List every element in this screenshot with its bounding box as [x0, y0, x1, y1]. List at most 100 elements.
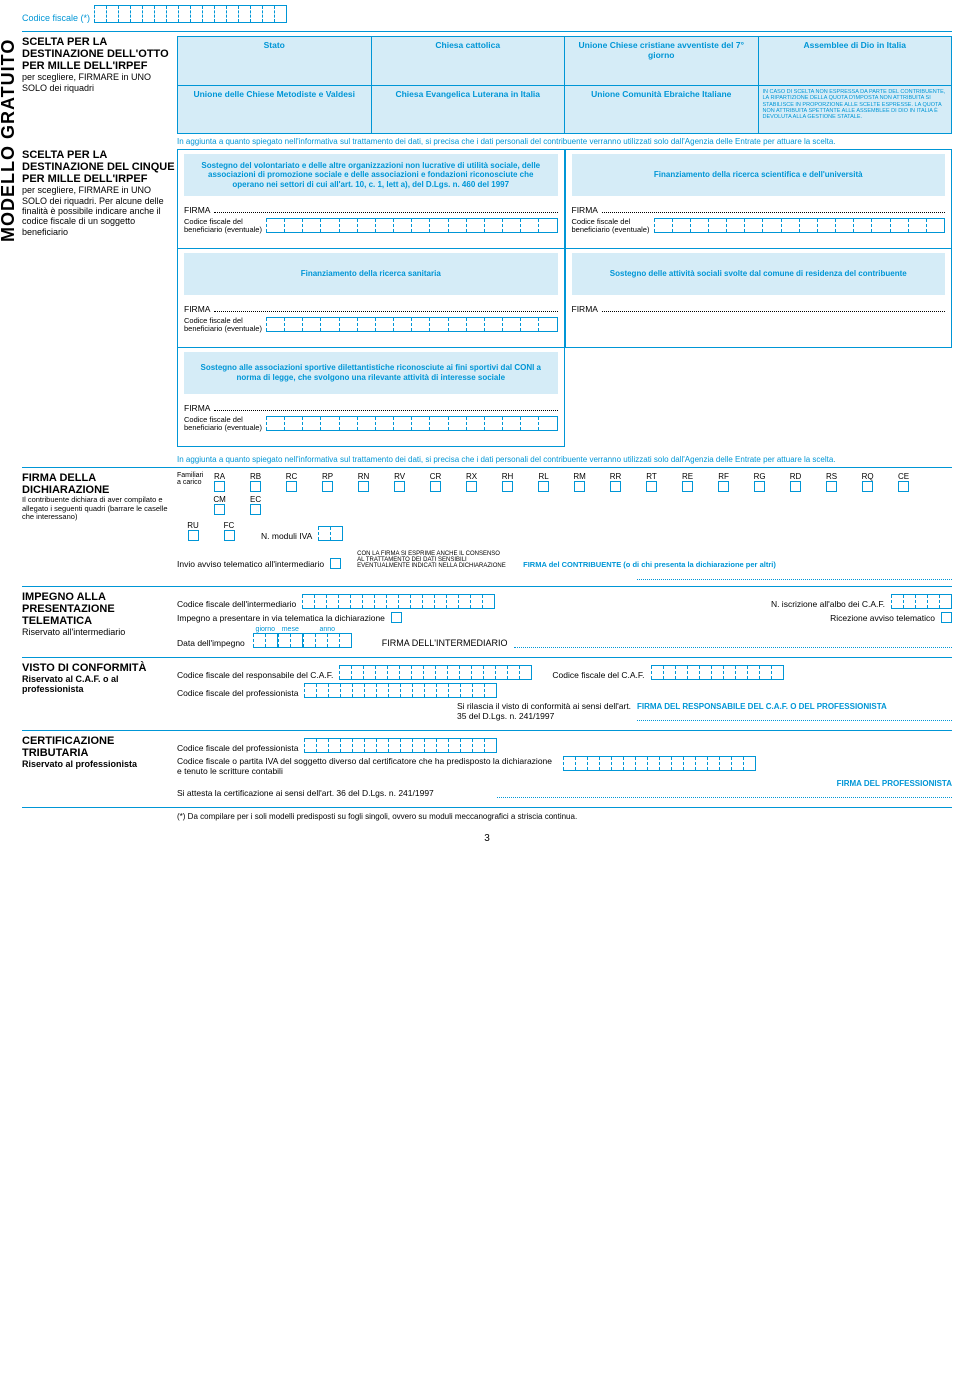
- cinque-head: Finanziamento della ricerca scientifica …: [572, 154, 946, 196]
- cinque-box[interactable]: Sostegno del volontariato e delle altre …: [177, 149, 565, 249]
- checkbox-RV[interactable]: RV: [386, 472, 414, 492]
- firma-sub: Il contribuente dichiara di aver compila…: [22, 496, 177, 522]
- otto-opt[interactable]: Chiesa Evangelica Luterana in Italia: [371, 85, 565, 133]
- page-number: 3: [22, 821, 952, 856]
- firma-line[interactable]: [214, 204, 557, 213]
- cinque-sub: per scegliere, FIRMARE in UNO SOLO dei r…: [22, 185, 177, 237]
- anno-input[interactable]: [303, 633, 352, 648]
- firma-visto-line[interactable]: [637, 711, 952, 721]
- footer-note: (*) Da compilare per i soli modelli pred…: [177, 812, 952, 821]
- otto-opt[interactable]: Unione Comunità Ebraiche Italiane: [564, 85, 758, 133]
- checkbox-RM[interactable]: RM: [566, 472, 594, 492]
- checkbox-RU[interactable]: RU: [179, 521, 207, 541]
- firma-label: FIRMA: [184, 205, 210, 215]
- moduli-iva-label: N. moduli IVA: [261, 531, 312, 541]
- cf-benef-label: Codice fiscale del beneficiario (eventua…: [572, 218, 654, 233]
- checkbox-RR[interactable]: RR: [602, 472, 630, 492]
- privacy-note-2: In aggiunta a quanto spiegato nell'infor…: [177, 452, 952, 467]
- checkbox-RD[interactable]: RD: [782, 472, 810, 492]
- visto-sub: Riservato al C.A.F. o al professionista: [22, 674, 177, 695]
- impegno-checkbox[interactable]: [391, 612, 402, 623]
- impegno-sub: Riservato all'intermediario: [22, 627, 177, 637]
- otto-opt[interactable]: Assemblee di Dio in Italia: [758, 37, 952, 85]
- checkbox-RQ[interactable]: RQ: [854, 472, 882, 492]
- cinque-title: SCELTA PER LA DESTINAZIONE DEL CINQUE PE…: [22, 149, 177, 185]
- firma-line[interactable]: [602, 204, 945, 213]
- cf-interm-input[interactable]: [302, 594, 495, 609]
- checkbox-RX[interactable]: RX: [458, 472, 486, 492]
- cf-benef-input[interactable]: [266, 317, 558, 332]
- firma-prof-label: FIRMA DEL PROFESSIONISTA: [497, 779, 952, 788]
- otto-opt[interactable]: Unione delle Chiese Metodiste e Valdesi: [178, 85, 371, 133]
- cf-input[interactable]: [94, 5, 287, 23]
- cf-prof-label: Codice fiscale del professionista: [177, 688, 298, 698]
- cf-benef-input[interactable]: [266, 218, 558, 233]
- ricezione-label: Ricezione avviso telematico: [830, 613, 935, 623]
- firma-label: FIRMA: [572, 205, 598, 215]
- albo-label: N. iscrizione all'albo dei C.A.F.: [771, 599, 885, 609]
- checkbox-RP[interactable]: RP: [314, 472, 342, 492]
- otto-opt[interactable]: Unione Chiese cristiane avventiste del 7…: [564, 37, 758, 85]
- cf-sogg-input[interactable]: [563, 756, 756, 771]
- cinque-head: Sostegno delle attività sociali svolte d…: [572, 253, 946, 295]
- mese-input[interactable]: [278, 633, 303, 648]
- checkbox-RT[interactable]: RT: [638, 472, 666, 492]
- checkbox-FC[interactable]: FC: [215, 521, 243, 541]
- cf-prof-input[interactable]: [304, 683, 497, 698]
- cert-title: CERTIFICAZIONE TRIBUTARIA: [22, 735, 177, 759]
- firma-contrib-line[interactable]: [637, 570, 952, 580]
- cf-prof2-label: Codice fiscale del professionista: [177, 743, 298, 753]
- otto-grid: Stato Chiesa cattolica Unione Chiese cri…: [177, 36, 952, 134]
- firma-line[interactable]: [214, 303, 557, 312]
- checkbox-CM[interactable]: CM: [206, 495, 234, 515]
- cf-resp-input[interactable]: [339, 665, 532, 680]
- impegno-title: IMPEGNO ALLA PRESENTAZIONE TELEMATICA: [22, 591, 177, 627]
- cf-benef-input[interactable]: [266, 416, 558, 431]
- checkbox-RN[interactable]: RN: [350, 472, 378, 492]
- checkbox-CE[interactable]: CE: [890, 472, 918, 492]
- checkbox-RB[interactable]: RB: [242, 472, 270, 492]
- impegno-pres-label: Impegno a presentare in via telematica l…: [177, 613, 385, 623]
- firma-line[interactable]: [214, 402, 557, 411]
- giorno-input[interactable]: [253, 633, 278, 648]
- firma-contrib-label: FIRMA del CONTRIBUENTE (o di chi present…: [523, 560, 776, 569]
- checkbox-RA[interactable]: RA: [206, 472, 234, 492]
- cinque-box[interactable]: Sostegno delle attività sociali svolte d…: [565, 248, 953, 348]
- cert-sub: Riservato al professionista: [22, 759, 177, 769]
- checkbox-RC[interactable]: RC: [278, 472, 306, 492]
- cf-prof2-input[interactable]: [304, 738, 497, 753]
- visto-title: VISTO DI CONFORMITÀ: [22, 662, 177, 674]
- invio-checkbox[interactable]: [330, 558, 341, 569]
- cf-benef-label: Codice fiscale del beneficiario (eventua…: [184, 317, 266, 332]
- checkbox-RG[interactable]: RG: [746, 472, 774, 492]
- firma-prof-line[interactable]: [497, 788, 952, 798]
- cf-caf-input[interactable]: [651, 665, 784, 680]
- cinque-box[interactable]: Finanziamento della ricerca sanitaria FI…: [177, 248, 565, 348]
- checkbox-RF[interactable]: RF: [710, 472, 738, 492]
- otto-opt[interactable]: Chiesa cattolica: [371, 37, 565, 85]
- firma-label: FIRMA: [184, 304, 210, 314]
- data-label: Data dell'impegno: [177, 638, 245, 648]
- albo-input[interactable]: [891, 594, 952, 609]
- cinque-head: Sostegno alle associazioni sportive dile…: [184, 352, 558, 394]
- ricezione-checkbox[interactable]: [941, 612, 952, 623]
- familiari-label: Familiari a carico: [177, 472, 206, 486]
- checkbox-CR[interactable]: CR: [422, 472, 450, 492]
- cinque-box[interactable]: Sostegno alle associazioni sportive dile…: [177, 347, 565, 447]
- moduli-iva-input[interactable]: [318, 526, 343, 541]
- consenso-text: CON LA FIRMA SI ESPRIME ANCHE IL CONSENS…: [357, 551, 507, 569]
- firma-line[interactable]: [602, 303, 945, 312]
- checkbox-RH[interactable]: RH: [494, 472, 522, 492]
- sidebar-label: MODELLO GRATUITO: [0, 39, 19, 242]
- checkbox-RS[interactable]: RS: [818, 472, 846, 492]
- cf-benef-input[interactable]: [654, 218, 946, 233]
- cf-label: Codice fiscale (*): [22, 13, 90, 23]
- cinque-box[interactable]: Finanziamento della ricerca scientifica …: [565, 149, 953, 249]
- otto-opt[interactable]: Stato: [178, 37, 371, 85]
- checkbox-EC[interactable]: EC: [242, 495, 270, 515]
- checkbox-RL[interactable]: RL: [530, 472, 558, 492]
- checkbox-row: RU FC: [179, 521, 243, 541]
- cf-caf-label: Codice fiscale del C.A.F.: [552, 670, 644, 680]
- checkbox-RE[interactable]: RE: [674, 472, 702, 492]
- firma-interm-line[interactable]: [514, 638, 952, 648]
